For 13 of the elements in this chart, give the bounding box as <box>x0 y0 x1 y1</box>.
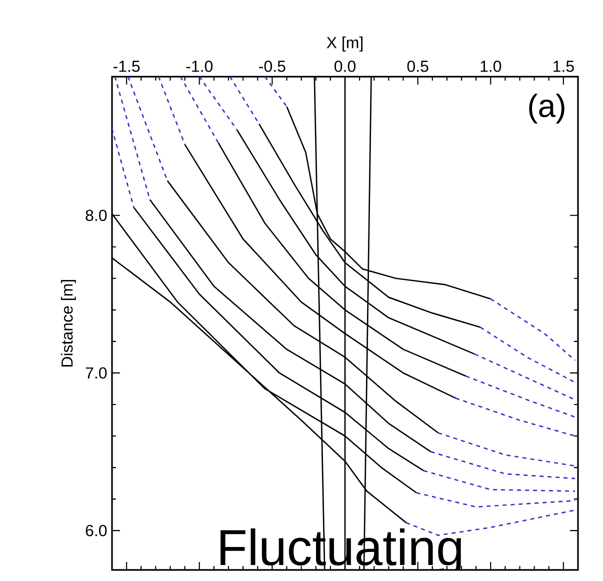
annotation: (a) <box>529 94 564 124</box>
x-tick-label: -1.0 <box>186 60 213 72</box>
x-axis-title: X [m] <box>326 36 363 52</box>
x-tick-label: -1.5 <box>113 60 140 72</box>
x-tick-label: 0.0 <box>334 60 356 72</box>
x-tick-label: 1.5 <box>554 60 574 72</box>
y-tick-label: 6.0 <box>86 524 107 536</box>
y-tick-label: 8.0 <box>86 210 107 222</box>
y-tick-label: 7.0 <box>86 367 107 379</box>
x-tick-label: 1.0 <box>480 60 502 72</box>
y-axis-title: Distance [m] <box>60 280 76 366</box>
x-tick-label: -0.5 <box>259 60 286 72</box>
x-tick-label: 0.5 <box>407 60 428 72</box>
